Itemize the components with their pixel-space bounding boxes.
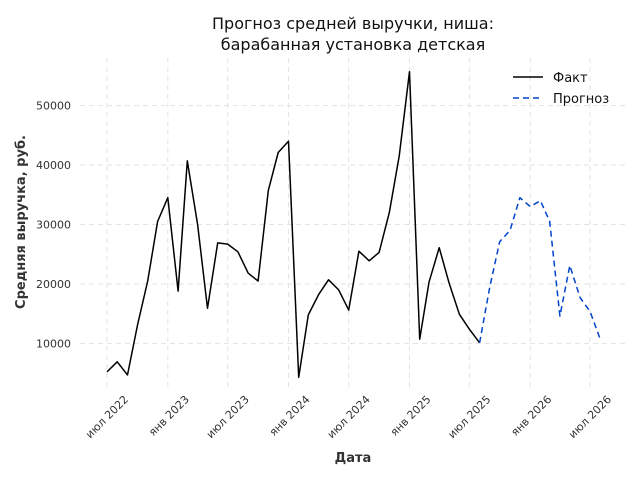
legend: Факт Прогноз	[513, 71, 609, 107]
x-tick-label: янв 2024	[267, 393, 313, 439]
y-tick-label: 50000	[36, 100, 71, 113]
y-tick-label: 10000	[36, 337, 71, 350]
x-tick-label: июл 2022	[83, 393, 131, 441]
x-axis-label: Дата	[335, 451, 372, 466]
series-layer	[106, 70, 601, 379]
x-tick-label: янв 2026	[508, 393, 554, 439]
tick-layer: 10000 20000 30000 40000 50000 июл 2022 янв 202…	[36, 100, 614, 441]
y-tick-label: 20000	[36, 278, 71, 291]
y-tick-label: 40000	[36, 159, 71, 172]
y-axis-label: Средняя выручка, руб.	[14, 135, 29, 309]
x-tick-label: июл 2025	[445, 393, 493, 441]
x-tick-label: июл 2024	[325, 393, 373, 441]
x-tick-label: июл 2026	[566, 393, 614, 441]
legend-label-forecast: Прогноз	[553, 92, 609, 107]
grid-layer	[80, 58, 625, 388]
chart-title-line-1: Прогноз средней выручки, ниша:	[212, 14, 494, 33]
series-line-forecast	[478, 196, 601, 343]
x-tick-label: июл 2023	[204, 393, 252, 441]
chart-title-line-2: барабанная установка детская	[221, 35, 485, 54]
legend-label-fact: Факт	[553, 71, 588, 86]
x-tick-label: янв 2025	[388, 393, 434, 439]
y-tick-label: 30000	[36, 218, 71, 231]
x-tick-label: янв 2023	[146, 393, 192, 439]
series-line-fact	[106, 70, 481, 379]
